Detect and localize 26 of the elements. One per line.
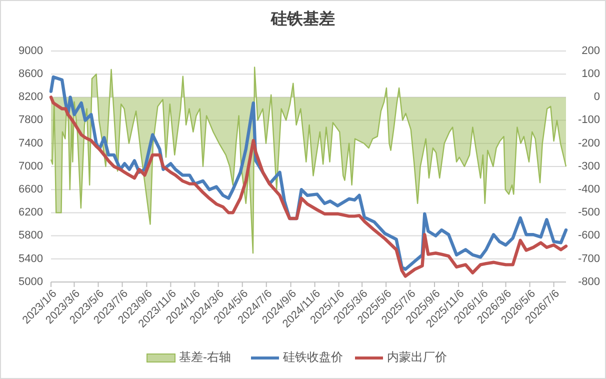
y-tick-label: 6600 xyxy=(18,184,43,196)
y2-tick-label: -300 xyxy=(578,160,600,172)
y2-tick-label: 100 xyxy=(582,68,600,80)
legend-label: 内蒙出厂价 xyxy=(387,350,447,364)
y-tick-label: 6200 xyxy=(18,206,43,219)
y-tick-label: 8600 xyxy=(18,68,43,80)
y2-tick-label: -400 xyxy=(578,184,600,196)
y-tick-label: 7000 xyxy=(18,160,43,172)
y2-tick-label: -700 xyxy=(578,252,600,265)
y-tick-label: 8200 xyxy=(18,91,43,104)
y-tick-label: 5000 xyxy=(18,276,43,288)
y-tick-label: 5400 xyxy=(18,252,43,265)
y2-tick-label: -200 xyxy=(578,137,600,150)
legend-label: 基差-右轴 xyxy=(179,350,231,364)
y2-tick-label: -100 xyxy=(578,114,600,126)
y2-tick-label: -800 xyxy=(578,276,600,288)
y-tick-label: 7800 xyxy=(18,114,43,126)
y2-tick-label: -600 xyxy=(578,230,600,242)
legend-label: 硅铁收盘价 xyxy=(282,350,343,364)
y-tick-label: 5800 xyxy=(18,230,43,242)
y2-tick-label: 200 xyxy=(582,44,600,57)
chart-title: 硅铁基差 xyxy=(270,10,335,28)
y2-tick-label: 0 xyxy=(594,91,600,104)
y-tick-label: 7400 xyxy=(18,137,43,150)
y-tick-label: 9000 xyxy=(18,44,43,57)
y2-tick-label: -500 xyxy=(578,206,600,219)
